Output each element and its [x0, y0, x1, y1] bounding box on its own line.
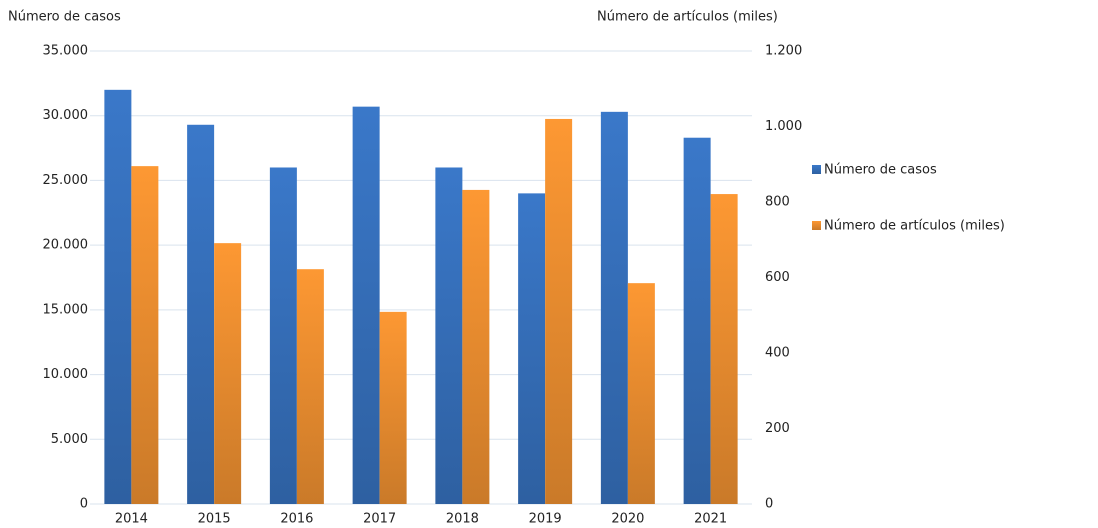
bar [710, 194, 738, 504]
bar [352, 106, 380, 504]
bar [131, 166, 159, 504]
x-tick-label: 2020 [611, 512, 644, 527]
y2-tick-label: 1.200 [765, 44, 802, 59]
y-tick-label: 0 [80, 497, 88, 512]
y-tick-label: 25.000 [43, 173, 89, 188]
y-tick-label: 5.000 [51, 432, 88, 447]
bar [214, 243, 242, 504]
x-tick-label: 2021 [694, 512, 727, 527]
bar [518, 193, 546, 504]
x-tick-label: 2017 [363, 512, 396, 527]
x-tick-label: 2015 [198, 512, 231, 527]
bar [379, 311, 407, 504]
bar [435, 167, 463, 504]
bar [104, 89, 132, 504]
bar [462, 189, 490, 505]
bar [187, 124, 215, 504]
y-tick-label: 20.000 [43, 238, 89, 253]
legend-label: Número de casos [824, 163, 937, 178]
y2-tick-label: 1.000 [765, 119, 802, 134]
y-tick-label: 15.000 [43, 302, 89, 317]
legend-swatch [812, 165, 821, 174]
x-tick-label: 2018 [446, 512, 479, 527]
legend-label: Número de artículos (miles) [824, 219, 1005, 234]
bar [269, 167, 297, 504]
y2-tick-label: 200 [765, 421, 790, 436]
y-tick-label: 30.000 [43, 108, 89, 123]
y2-tick-label: 0 [765, 497, 773, 512]
y2-axis-title: Número de artículos (miles) [597, 10, 778, 25]
bar [627, 283, 655, 504]
legend-swatch [812, 221, 821, 230]
x-tick-label: 2016 [280, 512, 313, 527]
y-axis-title: Número de casos [8, 10, 121, 25]
y2-tick-label: 600 [765, 270, 790, 285]
y2-tick-label: 400 [765, 346, 790, 361]
y-tick-label: 35.000 [43, 44, 89, 59]
bar [545, 118, 573, 504]
y-tick-label: 10.000 [43, 367, 89, 382]
bar [296, 269, 324, 504]
x-tick-label: 2019 [529, 512, 562, 527]
y2-tick-label: 800 [765, 195, 790, 210]
bar [683, 137, 711, 504]
bar [600, 111, 628, 505]
x-tick-label: 2014 [115, 512, 148, 527]
